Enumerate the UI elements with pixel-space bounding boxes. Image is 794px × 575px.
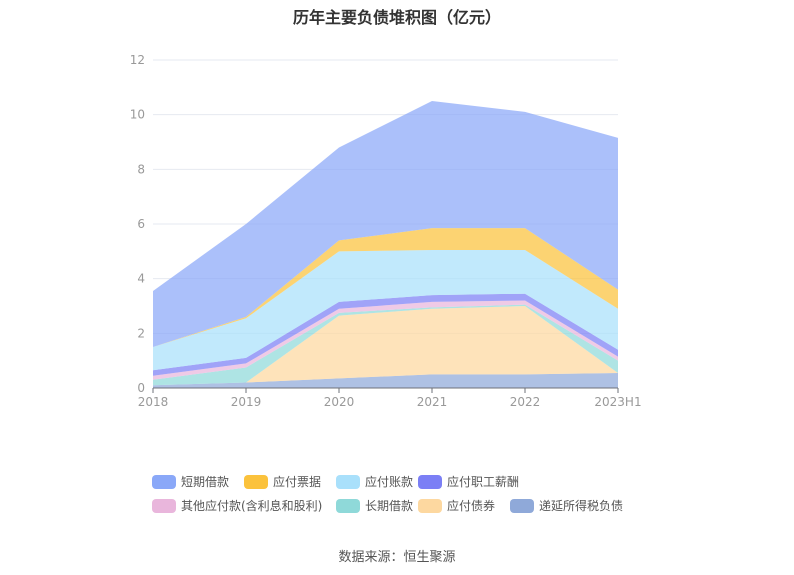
- legend-label: 应付账款: [365, 475, 414, 489]
- y-tick-label: 12: [130, 53, 145, 67]
- legend-label: 短期借款: [181, 475, 230, 489]
- x-tick-label: 2023H1: [594, 395, 641, 409]
- y-tick-label: 0: [137, 381, 145, 395]
- x-tick-label: 2022: [510, 395, 541, 409]
- legend-label: 长期借款: [365, 499, 414, 513]
- legend-swatch: [152, 498, 176, 513]
- area-5: [153, 249, 618, 371]
- legend-item[interactable]: 其他应付款(含利息和股利): [152, 497, 322, 514]
- x-tick-label: 2019: [231, 395, 262, 409]
- y-tick-label: 10: [130, 108, 145, 122]
- legend-item[interactable]: 长期借款: [336, 497, 413, 514]
- source-note: 数据来源：恒生聚源: [338, 550, 456, 565]
- area-2: [153, 304, 618, 386]
- legend-label: 应付票据: [273, 475, 322, 489]
- x-tick-label: 2020: [324, 395, 355, 409]
- legend-item[interactable]: 应付债券: [418, 497, 495, 514]
- area-3: [153, 300, 618, 380]
- legend-label: 应付职工薪酬: [447, 475, 520, 489]
- legend-swatch: [336, 474, 360, 489]
- legend-item[interactable]: 应付账款: [336, 473, 413, 490]
- legend-label: 应付债券: [447, 499, 496, 513]
- legend-item[interactable]: 应付职工薪酬: [418, 473, 519, 490]
- chart-title: 历年主要负债堆积图（亿元）: [292, 8, 501, 27]
- y-tick-label: 8: [137, 162, 145, 176]
- legend-swatch: [418, 474, 442, 489]
- legend-swatch: [510, 498, 534, 513]
- legend-swatch: [336, 498, 360, 513]
- y-tick-label: 2: [137, 326, 145, 340]
- legend-swatch: [244, 474, 268, 489]
- legend-swatch: [152, 474, 176, 489]
- area-4: [153, 293, 618, 376]
- legend-swatch: [418, 498, 442, 513]
- area-7: [153, 101, 618, 347]
- y-tick-label: 6: [137, 217, 145, 231]
- y-tick-label: 4: [137, 272, 145, 286]
- legend-label: 递延所得税负债: [539, 499, 624, 513]
- legend-item[interactable]: 递延所得税负债: [510, 497, 623, 514]
- legend-item[interactable]: 应付票据: [244, 473, 321, 490]
- x-tick-label: 2021: [417, 395, 448, 409]
- area-0: [153, 372, 618, 388]
- legend-label: 其他应付款(含利息和股利): [181, 499, 323, 513]
- x-tick-label: 2018: [138, 395, 169, 409]
- area-1: [153, 306, 618, 386]
- legend-item[interactable]: 短期借款: [152, 473, 229, 490]
